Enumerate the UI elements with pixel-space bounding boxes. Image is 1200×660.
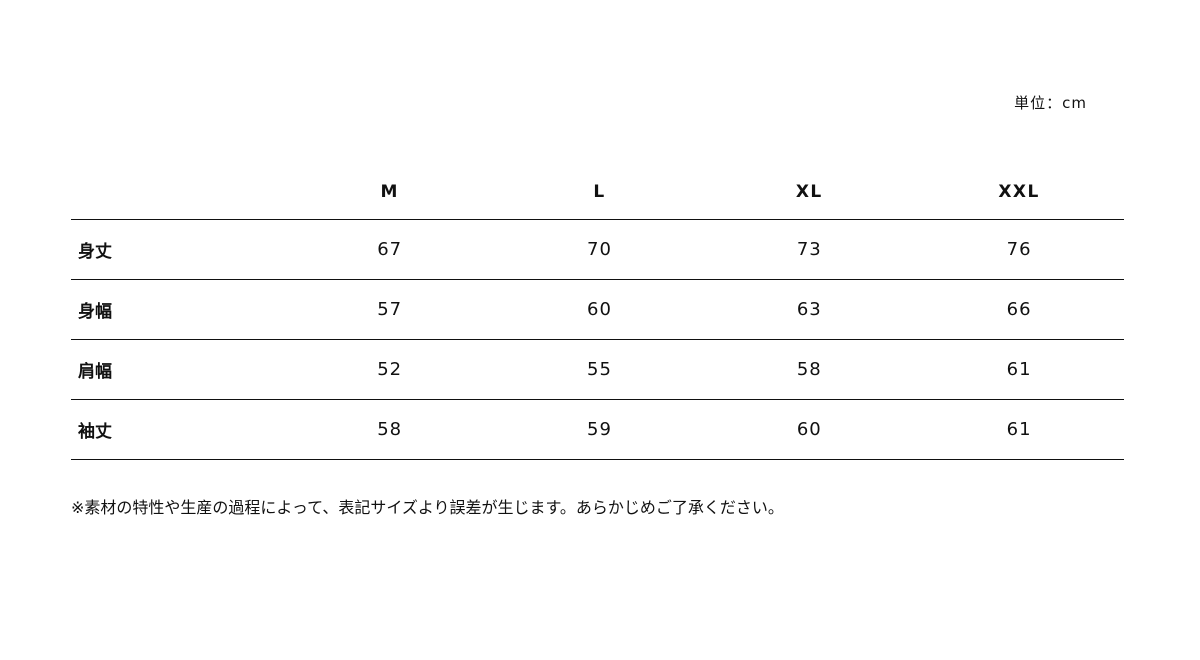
table-cell: 59 [587,419,612,440]
header-xxl: XXL [998,182,1040,202]
header-xl: XL [795,182,823,202]
table-row: 肩幅 52 55 58 61 [71,340,1124,400]
table-cell: 66 [1006,299,1032,320]
table-cell: 76 [1006,239,1032,260]
disclaimer-note: ※素材の特性や生産の過程によって、表記サイズより誤差が生じます。あらかじめご了承… [71,498,784,517]
table-cell: 63 [796,299,822,320]
table-row: 身幅 57 60 63 66 [71,280,1124,340]
table-row: 身丈 67 70 73 76 [71,220,1124,280]
header-l: L [593,182,606,202]
table-cell: 55 [587,359,612,380]
table-cell: 67 [377,239,403,260]
table-header-row: M L XL XXL [71,165,1124,220]
unit-label: 単位：cm [1014,94,1087,112]
table-row: 袖丈 58 59 60 61 [71,400,1124,460]
row-label: 身丈 [78,242,112,262]
table-cell: 58 [796,359,822,380]
row-label: 肩幅 [78,362,112,382]
row-label: 袖丈 [78,422,112,442]
header-m: M [380,182,399,202]
table-cell: 60 [587,299,612,320]
table-cell: 58 [377,419,403,440]
table-cell: 52 [377,359,403,380]
table-cell: 57 [377,299,403,320]
size-table: M L XL XXL 身丈 67 70 73 76 身幅 57 60 63 66 肩幅 52 55 58 6… [71,165,1124,460]
table-cell: 73 [796,239,822,260]
row-label: 身幅 [78,302,112,322]
table-cell: 61 [1006,359,1032,380]
table-cell: 60 [796,419,822,440]
table-cell: 61 [1006,419,1032,440]
table-cell: 70 [587,239,612,260]
